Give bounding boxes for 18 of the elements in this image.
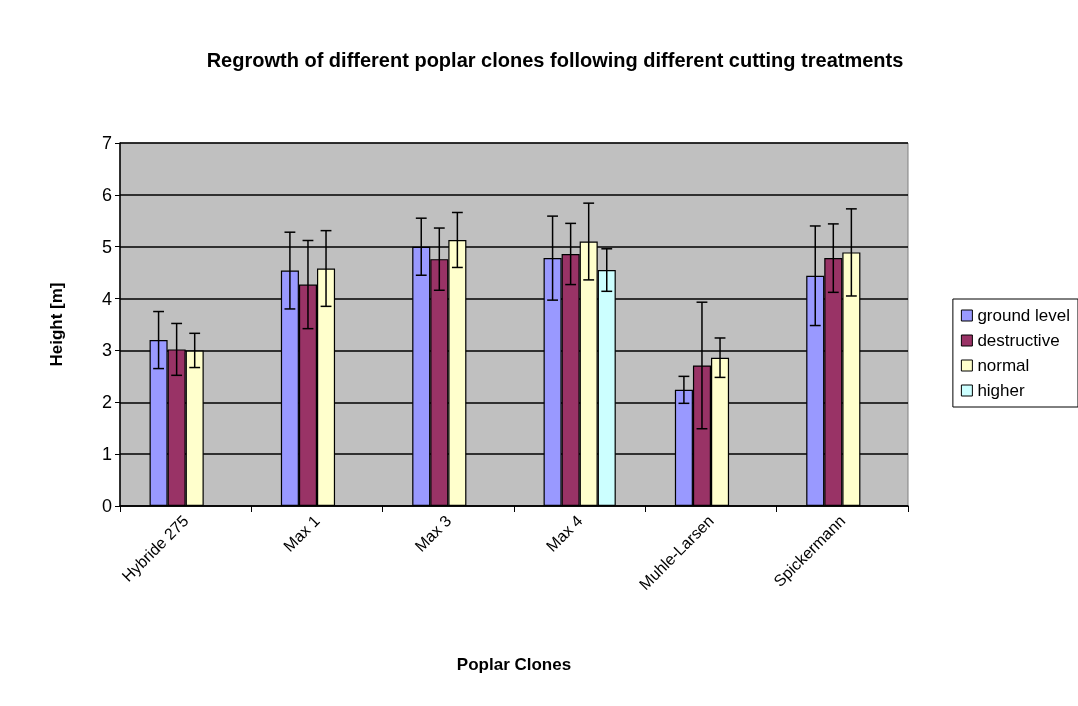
y-axis-title: Height [m] xyxy=(47,282,66,367)
legend-label: destructive xyxy=(977,331,1060,350)
legend-label: ground level xyxy=(977,306,1070,325)
legend-label: higher xyxy=(977,381,1025,400)
y-tick-label: 7 xyxy=(101,133,112,153)
x-tick-label: Max 1 xyxy=(280,511,324,555)
y-tick-label: 1 xyxy=(101,444,112,465)
y-tick-label: 2 xyxy=(101,392,112,413)
x-tick-label: Max 3 xyxy=(411,511,455,555)
y-tick-label: 0 xyxy=(101,496,112,516)
y-tick-label: 6 xyxy=(101,184,112,205)
x-axis-title: Poplar Clones xyxy=(456,655,572,674)
legend-label: normal xyxy=(977,356,1030,375)
y-tick-label: 3 xyxy=(101,340,112,361)
y-tick-label: 5 xyxy=(101,236,112,257)
x-tick-label: Max 4 xyxy=(542,511,586,555)
chart-title: Regrowth of different poplar clones following different cutting treatments xyxy=(206,49,904,71)
y-tick-label: 4 xyxy=(101,288,112,309)
